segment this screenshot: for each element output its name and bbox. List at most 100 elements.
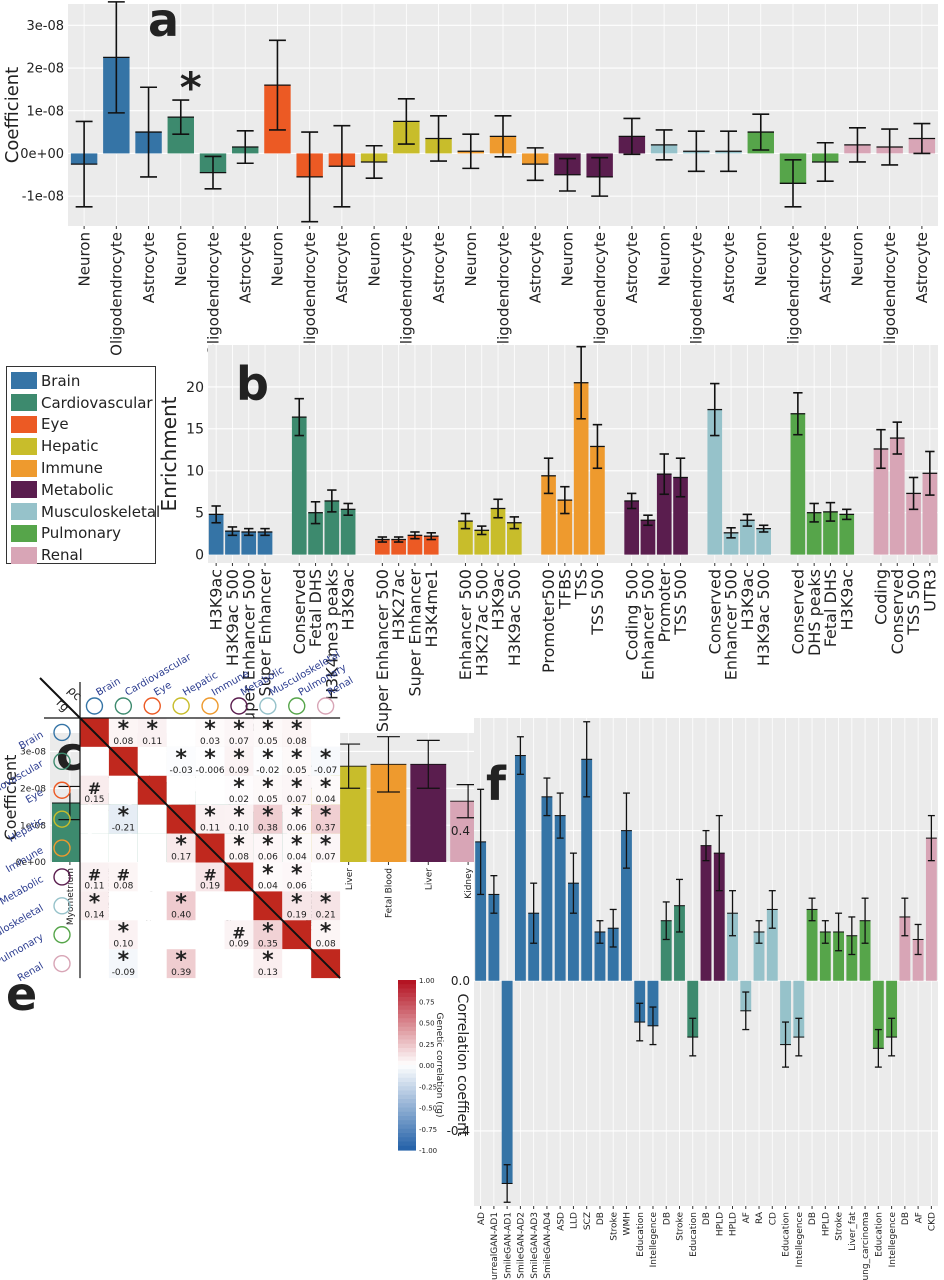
y-tick-label: 0.0 <box>451 974 470 988</box>
legend-label: Metabolic <box>41 480 114 499</box>
heatmap-cell <box>80 746 109 776</box>
x-tick-label: CKD <box>928 1212 938 1231</box>
bar-H3K9ac <box>340 509 356 555</box>
x-tick-label: Promoter500 <box>539 569 558 673</box>
bar-DB <box>806 909 818 981</box>
heatmap-cell <box>311 718 341 747</box>
colorbar-segment <box>398 1065 416 1070</box>
column-organ-icon <box>85 697 104 715</box>
cell-value: -0.07 <box>314 766 337 776</box>
x-tick-label: Liver <box>424 868 434 890</box>
cell-value: 0.05 <box>287 766 307 776</box>
heatmap-cell <box>80 949 109 979</box>
y-axis-title: Coefficient <box>1 755 20 841</box>
heatmap-cell <box>166 718 196 747</box>
heatmap-cell <box>311 804 341 834</box>
y-tick-label: 5 <box>195 506 204 522</box>
heatmap-cell <box>80 862 109 892</box>
significance-mark: # <box>232 923 245 942</box>
x-tick-label: HPLD <box>821 1212 831 1236</box>
cell-value: 0.08 <box>229 853 249 863</box>
heatmap-cell <box>253 862 283 892</box>
colorbar-segment <box>398 1056 416 1062</box>
y-tick-label: 0e+00 <box>20 147 64 162</box>
x-tick-label: H3K9ac <box>207 569 226 630</box>
heatmap-cell <box>108 718 138 747</box>
bar-Conserved <box>707 409 723 555</box>
bar-Super Enhancer <box>257 531 273 555</box>
significance-mark: * <box>320 804 332 829</box>
bar-Education <box>634 980 646 1023</box>
heatmap-cell <box>282 804 312 834</box>
x-tick-label: Oligodendrocyte <box>108 232 126 356</box>
x-tick-label: TSS 500 <box>588 569 607 636</box>
x-tick-label: TSS 500 <box>671 569 690 636</box>
x-tick-label: Astrocyte <box>816 232 834 303</box>
x-tick-label: Education <box>782 1212 792 1257</box>
significance-mark: * <box>233 746 245 771</box>
colorbar-segment <box>398 980 416 985</box>
colorbar-segment <box>398 1103 416 1109</box>
cell-value: 0.04 <box>258 882 278 892</box>
x-tick-label: H3K9ac <box>339 569 358 630</box>
cell-value: 0.38 <box>258 824 278 834</box>
colorbar-tick-label: 0.50 <box>419 1020 435 1028</box>
bar-SmileGAN-AD1 <box>501 980 513 1184</box>
cell-value: 0.08 <box>113 737 133 747</box>
heatmap-cell <box>224 949 254 979</box>
heatmap-cell <box>137 833 167 863</box>
bar-AF <box>912 939 924 981</box>
significance-mark: * <box>118 804 130 829</box>
significance-mark: * <box>262 833 274 858</box>
heatmap-cell <box>195 920 225 950</box>
significance-mark: # <box>88 779 101 798</box>
column-organ-icon <box>114 697 133 715</box>
heatmap-cell <box>224 804 254 834</box>
heatmap-cell <box>282 833 312 863</box>
heatmap-cell <box>195 862 225 892</box>
bar-H3K9ac <box>208 514 224 555</box>
significance-mark: * <box>233 717 245 742</box>
heatmap-cell <box>224 920 254 950</box>
colorbar-segment <box>398 1107 416 1113</box>
significance-mark: * <box>204 717 216 742</box>
y-tick-label: 2e-08 <box>20 784 46 794</box>
row-organ-icon <box>53 839 71 857</box>
heatmap-cell <box>108 804 138 834</box>
bar-Conserved <box>291 417 307 555</box>
column-organ-icon <box>143 697 161 715</box>
x-tick-label: Super Enhancer 500 <box>373 569 392 732</box>
significance-mark: * <box>118 948 130 973</box>
colorbar-segment <box>398 988 416 994</box>
heatmap-cell <box>108 949 138 979</box>
bar-AD <box>475 841 487 981</box>
significance-mark: * <box>291 717 303 742</box>
x-tick-label: AF <box>742 1212 752 1223</box>
x-tick-label: DHS peaks <box>805 569 824 656</box>
x-tick-label: Liver <box>345 868 355 890</box>
x-tick-label: RA <box>755 1211 765 1224</box>
bar-RA <box>753 931 765 981</box>
heatmap-cell <box>253 775 283 805</box>
colorbar-segment <box>398 1069 416 1075</box>
heatmap-cell <box>195 804 225 834</box>
significance-mark: * <box>262 717 274 742</box>
heatmap-cell <box>137 746 167 776</box>
heatmap-cell <box>80 833 109 863</box>
x-tick-label: WMH <box>623 1212 633 1235</box>
heatmap-cell <box>80 891 109 921</box>
x-tick-label: Oligodendrocyte <box>784 232 802 356</box>
x-tick-label: Oligodendrocyte <box>591 232 609 356</box>
heatmap-cell <box>253 949 283 979</box>
column-organ-icon <box>230 697 248 715</box>
column-organ-icon <box>201 697 219 715</box>
colorbar-segment <box>398 1018 416 1024</box>
row-organ-icon <box>53 868 71 886</box>
column-organ-icon <box>172 697 190 715</box>
x-tick-label: Astrocyte <box>140 232 158 303</box>
bar-Intellegence <box>793 980 805 1038</box>
colorbar-tick-label: -0.25 <box>419 1083 437 1091</box>
legend-item: Immune <box>11 457 151 479</box>
bar-Education <box>687 980 699 1038</box>
x-tick-label: Intellegence <box>795 1212 805 1268</box>
